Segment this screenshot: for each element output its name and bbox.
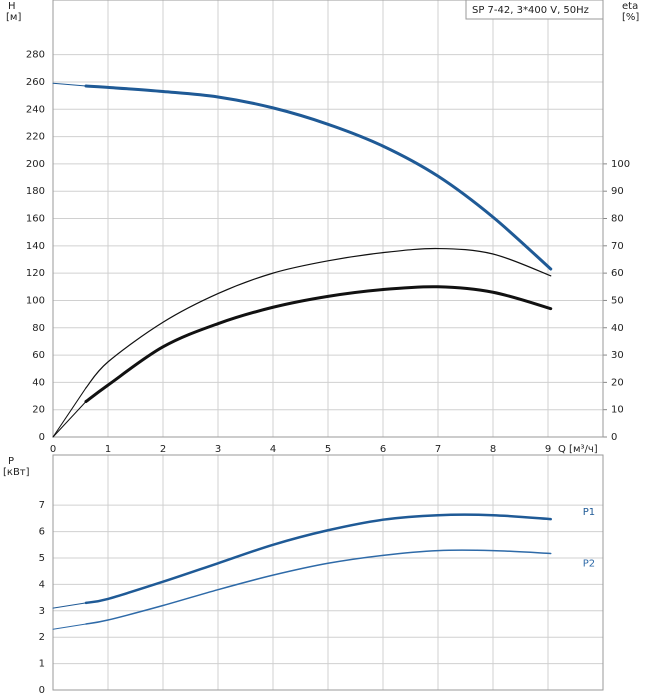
y-tick-label: 1	[39, 659, 45, 670]
y2-tick-label: 70	[611, 241, 624, 252]
y2-tick-label: 20	[611, 377, 624, 388]
plot-frame	[52, 454, 604, 691]
x-tick-label: 5	[325, 444, 331, 455]
y-tick-label: 0	[39, 685, 45, 696]
y2-tick-label: 10	[611, 405, 624, 416]
curve	[85, 549, 552, 625]
chart-title: SP 7-42, 3*400 V, 50Hz	[472, 5, 589, 16]
x-tick-label: 1	[105, 444, 111, 455]
y-axis-title: P	[8, 456, 14, 467]
y-tick-label: 20	[32, 405, 45, 416]
y-tick-label: 200	[26, 159, 45, 170]
y-axis-unit: [м]	[6, 12, 21, 23]
y-tick-label: 60	[32, 350, 45, 361]
y-tick-label: 260	[26, 77, 45, 88]
y2-axis-unit: [%]	[622, 12, 639, 23]
curve-extension	[52, 387, 87, 438]
y2-tick-label: 40	[611, 323, 624, 334]
y2-tick-label: 50	[611, 295, 624, 306]
x-tick-label: 4	[270, 444, 276, 455]
series-label: P1	[583, 507, 595, 518]
x-tick-label: 3	[215, 444, 221, 455]
curve-extension	[52, 82, 87, 87]
y2-tick-label: 0	[611, 432, 617, 443]
y-tick-label: 6	[39, 527, 45, 538]
y-tick-label: 80	[32, 323, 45, 334]
y-tick-label: 120	[26, 268, 45, 279]
y-tick-label: 180	[26, 186, 45, 197]
y-tick-label: 140	[26, 241, 45, 252]
title-box	[465, 0, 604, 20]
y-tick-label: 240	[26, 104, 45, 115]
y-tick-label: 5	[39, 553, 45, 564]
curve-extension	[52, 623, 87, 630]
y-tick-label: 280	[26, 50, 45, 61]
curve	[85, 247, 552, 389]
y2-axis-title: eta	[622, 1, 638, 12]
y-axis-title: H	[8, 1, 16, 12]
x-tick-label: 9	[545, 444, 551, 455]
x-axis-title: Q [м³/ч]	[558, 444, 598, 455]
x-tick-label: 6	[380, 444, 386, 455]
y-tick-label: 7	[39, 500, 45, 511]
y-tick-label: 0	[39, 432, 45, 443]
y2-tick-label: 80	[611, 214, 624, 225]
curve-extension	[52, 602, 87, 609]
y2-tick-label: 90	[611, 186, 624, 197]
y-tick-label: 4	[39, 579, 45, 590]
y-tick-label: 40	[32, 377, 45, 388]
curve	[84, 285, 553, 403]
x-tick-label: 0	[50, 444, 56, 455]
curve	[84, 513, 552, 605]
y2-tick-label: 100	[611, 159, 630, 170]
y-tick-label: 100	[26, 295, 45, 306]
x-tick-label: 8	[490, 444, 496, 455]
plot-frame	[52, 0, 604, 438]
y2-tick-label: 60	[611, 268, 624, 279]
series-label: P2	[583, 558, 595, 569]
curve	[84, 84, 553, 271]
x-tick-label: 2	[160, 444, 166, 455]
curve-extension	[52, 400, 87, 438]
y2-tick-label: 30	[611, 350, 624, 361]
y-tick-label: 3	[39, 606, 45, 617]
y-tick-label: 160	[26, 214, 45, 225]
y-tick-label: 220	[26, 132, 45, 143]
x-tick-label: 7	[435, 444, 441, 455]
y-tick-label: 2	[39, 632, 45, 643]
y-axis-unit: [кВт]	[3, 467, 30, 478]
